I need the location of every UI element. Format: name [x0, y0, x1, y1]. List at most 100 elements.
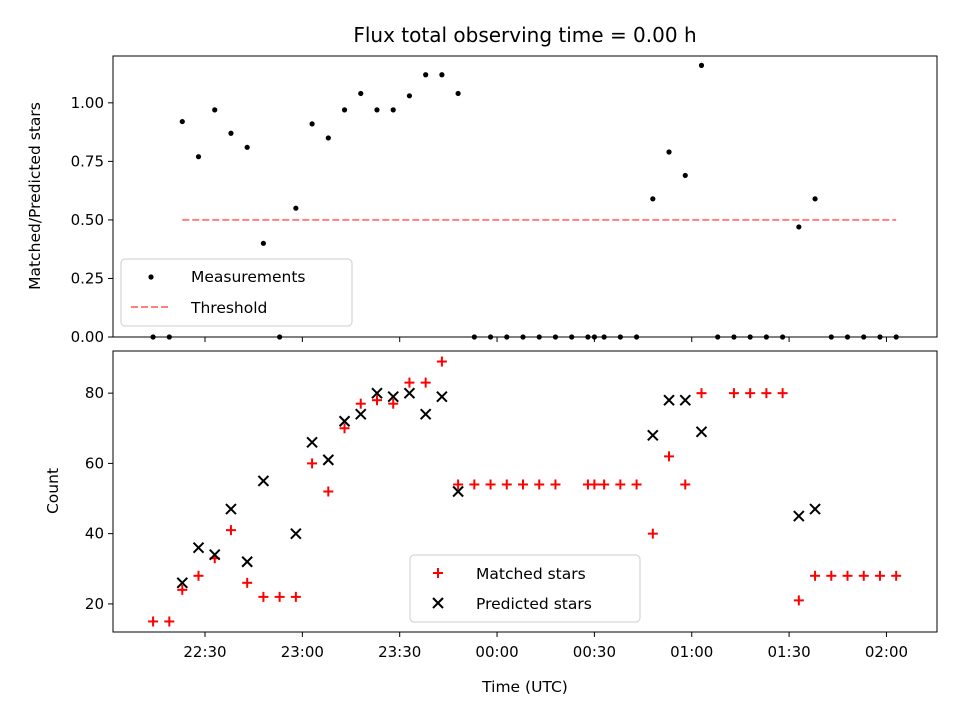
measurement-point [358, 90, 364, 97]
matched-star-point [615, 479, 626, 490]
matched-star-point [647, 528, 658, 539]
predicted-star-point [663, 394, 675, 406]
legend-matched-label: Matched stars [476, 565, 586, 583]
bottom-y-tick-label: 40 [85, 525, 104, 543]
predicted-star-point [679, 394, 691, 406]
predicted-star-point [192, 541, 205, 554]
measurement-point [309, 121, 315, 127]
bottom-legend: Matched stars Predicted stars [409, 554, 641, 623]
legend-measurements-marker [148, 274, 154, 280]
measurement-point [341, 107, 348, 113]
measurement-point [374, 107, 380, 113]
measurement-point [212, 107, 218, 113]
measurement-point [591, 334, 598, 340]
matched-star-point [404, 377, 415, 388]
measurement-point [715, 334, 721, 340]
measurement-point [536, 334, 542, 340]
top-y-tick-label: 1.00 [71, 94, 104, 112]
matched-star-point [728, 388, 739, 399]
predicted-star-point [241, 556, 253, 568]
measurement-point [277, 334, 283, 340]
x-tick-label: 00:30 [573, 643, 616, 661]
predicted-star-point [257, 475, 270, 487]
matched-star-point [599, 479, 610, 490]
matched-star-point [388, 398, 399, 409]
matched-star-point [550, 479, 561, 490]
matched-star-point [891, 570, 902, 581]
predicted-star-point [355, 408, 367, 420]
legend-threshold-label: Threshold [190, 299, 267, 317]
x-tick-label: 23:00 [281, 643, 324, 661]
matched-star-point [589, 479, 600, 490]
predicted-star-point [338, 415, 351, 427]
matched-star-point [323, 486, 334, 497]
measurement-point [617, 334, 623, 340]
matched-star-point [534, 479, 545, 490]
matched-star-point [339, 423, 350, 434]
measurement-point [877, 334, 883, 340]
measurement-point [439, 72, 445, 78]
predicted-star-point [793, 510, 805, 522]
predicted-star-point [306, 436, 318, 449]
measurement-point [585, 334, 591, 340]
matched-star-point [696, 388, 707, 399]
predicted-star-point [809, 503, 821, 515]
predicted-star-point [695, 426, 708, 438]
bottom-y-tick-label: 80 [85, 384, 104, 402]
measurement-point [504, 334, 510, 340]
top-chart-title: Flux total observing time = 0.00 h [353, 23, 696, 47]
top-legend: Measurements Threshold [120, 258, 353, 327]
matched-star-point [680, 479, 691, 490]
x-tick-label: 02:00 [865, 643, 908, 661]
measurement-point [893, 334, 899, 340]
measurement-point [828, 334, 834, 340]
predicted-star-point [403, 387, 416, 399]
legend-predicted-label: Predicted stars [476, 595, 592, 613]
predicted-star-point [209, 549, 221, 561]
legend-predicted-marker [432, 597, 444, 609]
matched-star-point [193, 570, 204, 581]
matched-star-point [501, 479, 512, 490]
x-tick-label: 23:30 [378, 643, 421, 661]
matched-star-point [258, 591, 269, 602]
matched-star-point [177, 584, 188, 595]
matched-star-point [164, 616, 175, 627]
matched-star-point [453, 479, 464, 490]
matched-star-point [858, 570, 869, 581]
top-chart: 0.00 0.25 0.50 0.75 1.00 [71, 55, 938, 346]
predicted-star-point [387, 390, 399, 403]
measurement-point [406, 93, 413, 99]
matched-star-point [842, 570, 853, 581]
bottom-plot-frame [112, 350, 938, 633]
matched-star-point [761, 388, 772, 399]
predicted-star-point [225, 503, 237, 515]
x-tick-label: 22:30 [183, 643, 226, 661]
predicted-star-point [176, 577, 188, 589]
measurement-point [244, 144, 250, 150]
matched-star-point [777, 388, 788, 399]
matched-star-point [810, 570, 821, 581]
bottom-legend-box [409, 554, 641, 623]
measurement-point [780, 334, 786, 340]
measurement-point [325, 135, 331, 141]
predicted-star-point [647, 429, 659, 442]
measurement-point [650, 196, 656, 202]
legend-measurements-label: Measurements [191, 268, 306, 286]
predicted-star-point [452, 485, 464, 498]
measurement-point [260, 240, 267, 246]
measurement-point [747, 334, 753, 340]
matched-star-point [148, 616, 159, 627]
bottom-chart: 20 40 60 80 22:30 23:00 23:30 00:00 00:30 01:00 01… [85, 350, 938, 661]
measurement-point [666, 149, 672, 155]
measurement-point [601, 334, 607, 340]
measurement-point [471, 334, 477, 340]
matched-star-point [485, 479, 496, 490]
top-y-tick-label: 0.50 [71, 211, 104, 229]
measurement-point [150, 334, 156, 340]
matched-star-point [242, 577, 253, 588]
measurement-point [293, 205, 299, 211]
measurement-point [423, 72, 429, 78]
matched-star-point [307, 458, 318, 469]
top-y-tick-label: 0.00 [71, 328, 104, 346]
matched-star-point [745, 388, 756, 399]
